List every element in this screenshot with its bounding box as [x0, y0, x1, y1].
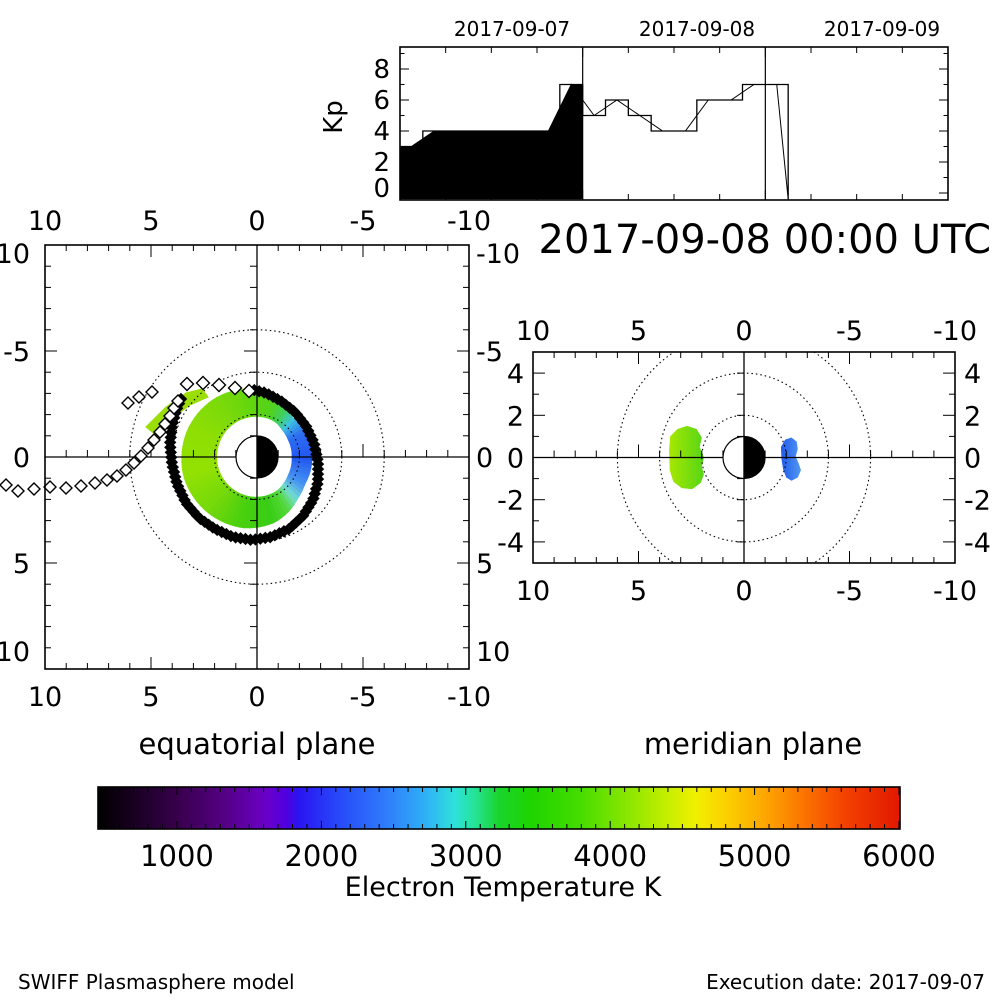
l-shell-dotted-circle: [659, 372, 829, 543]
tick-label: 4: [964, 359, 981, 390]
kp-date-label: 2017-09-07: [454, 17, 570, 41]
tick-label: 0: [735, 576, 752, 607]
tick-label: 10: [516, 576, 550, 607]
l-shell-dotted-circle: [701, 414, 787, 501]
tick-label: 10: [28, 206, 62, 237]
tick-label: -5: [350, 206, 377, 237]
kp-ytick-label: 4: [373, 117, 390, 147]
tick-label: 10: [516, 316, 550, 347]
tick-label: 2: [507, 401, 524, 432]
kp-axis-title: Kp: [319, 100, 349, 134]
kp-ytick-label: 2: [373, 148, 390, 178]
meridian-plane-label: meridian plane: [643, 727, 863, 761]
tick-label: 5: [630, 576, 647, 607]
l-shell-dotted-circle: [214, 414, 300, 500]
execution-date: Execution date: 2017-09-07: [706, 970, 985, 994]
kp-date-label: 2017-09-09: [824, 17, 940, 41]
l-shell-dotted-circle: [129, 329, 385, 585]
tick-label: -10: [447, 682, 491, 713]
colorbar-title: Electron Temperature K: [344, 872, 662, 903]
tick-label: -5: [476, 337, 503, 368]
kp-date-label: 2017-09-08: [639, 17, 755, 41]
equatorial-plane-label: equatorial plane: [138, 727, 376, 761]
tick-label: 5: [476, 549, 493, 580]
colorbar-tick-label: 3000: [429, 839, 503, 873]
tick-label: -4: [497, 528, 524, 559]
tick-label: -10: [476, 239, 520, 270]
tick-label: 5: [142, 206, 159, 237]
tick-label: 2: [964, 401, 981, 432]
timestamp: 2017-09-08 00:00 UTC: [538, 217, 991, 263]
tick-label: -10: [933, 316, 977, 347]
tick-label: 5: [13, 549, 30, 580]
tick-label: 0: [248, 206, 265, 237]
tick-label: 10: [0, 239, 30, 270]
tick-label: -10: [933, 576, 977, 607]
tick-label: -5: [3, 337, 30, 368]
tick-label: 10: [476, 637, 510, 668]
tick-label: 5: [142, 682, 159, 713]
satellite-trajectory: [0, 375, 325, 546]
plasmasphere-ring: [181, 388, 313, 529]
tick-label: -2: [964, 486, 991, 517]
colorbar-tick-label: 6000: [862, 839, 936, 873]
tick-label: 0: [248, 682, 265, 713]
colorbar-tick-label: 4000: [573, 839, 647, 873]
colorbar-gradient: [98, 787, 900, 829]
tick-label: -2: [497, 486, 524, 517]
tick-label: 0: [507, 444, 524, 475]
colorbar-tick-label: 5000: [718, 839, 792, 873]
model-name: SWIFF Plasmasphere model: [18, 970, 295, 994]
tick-label: 0: [476, 443, 493, 474]
earth-night-half: [743, 435, 766, 480]
tick-label: 10: [28, 682, 62, 713]
tick-label: 0: [735, 316, 752, 347]
tick-label: 4: [507, 359, 524, 390]
tick-label: -5: [836, 316, 863, 347]
meridian-plane-panel: 10 10 5 5 0 0 -5 -5 -10 -10 4 2 0 -2 -4 4 2 0 -2 -4: [497, 316, 991, 607]
colorbar-tick-label: 2000: [284, 839, 358, 873]
tick-label: 5: [630, 316, 647, 347]
tick-label: 0: [13, 443, 30, 474]
tick-label: -5: [836, 576, 863, 607]
nightside-plasmasphere: [780, 437, 801, 481]
colorbar-tick-label: 1000: [140, 839, 214, 873]
earth-day-half: [722, 435, 745, 480]
kp-ytick-label: 6: [373, 86, 390, 116]
tick-label: -10: [447, 206, 491, 237]
tick-label: -5: [350, 682, 377, 713]
tick-label: 10: [0, 637, 30, 668]
colorbar-panel: 1000 2000 3000 4000 5000 6000: [97, 786, 936, 873]
tick-label: -4: [964, 528, 991, 559]
earth-day-half: [235, 435, 258, 479]
tick-label: 0: [964, 444, 981, 475]
kp-ytick-label: 8: [373, 55, 390, 85]
kp-ytick-label: 0: [373, 174, 390, 204]
earth-night-half: [256, 435, 279, 479]
